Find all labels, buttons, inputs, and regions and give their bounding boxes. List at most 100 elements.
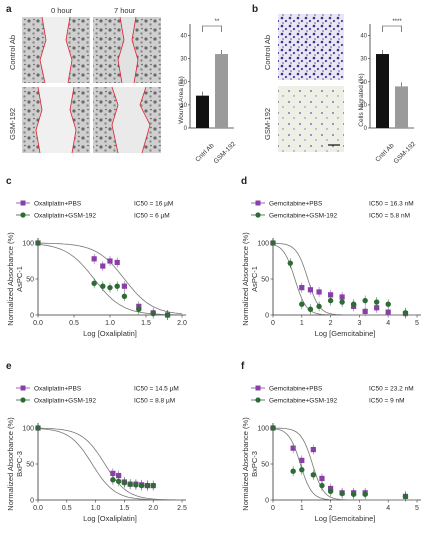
data-point-circle [115,478,122,484]
legend-ic50: IC50 = 6 µM [134,213,170,220]
fit-curve [272,244,417,316]
y-tick-label: 0 [265,498,269,505]
x-tick-label: 5 [415,320,419,327]
significance-bracket [202,25,222,32]
y-axis-label: Normalized Absorbance (%) [6,417,15,511]
y-axis-label-cell-line: AsPC-1 [250,266,259,292]
panel-letter-b: b [252,4,258,15]
y-tick-label: 100 [22,426,34,433]
y-tick-label: 10 [360,103,367,109]
wound-gap [36,87,76,153]
x-tick-label: 1.0 [105,320,115,327]
data-point-circle [100,283,106,289]
data-point-circle [327,297,334,304]
x-tick-label: 3 [357,505,361,512]
legend-series-name: Oxaliplatin+PBS [34,201,82,208]
chart-panel-c: c Oxaliplatin+PBS IC50 = 16 µM Oxaliplatin+… [6,176,187,338]
data-point-circle [350,491,357,497]
x-tick-label: 0.5 [69,320,79,327]
data-point-square [114,259,120,266]
data-point-square [316,289,322,295]
wound-edge-line [35,86,77,154]
y-axis-label: Normalized Absorbance (%) [241,232,250,326]
significance-label: ** [215,19,220,25]
data-point-square [328,292,334,298]
x-tick-label: 4 [386,320,390,327]
data-point-circle [299,301,305,307]
y-tick-label: 40 [180,34,187,40]
fit-curve [273,427,417,501]
data-point-circle [121,293,128,299]
y-tick-label: 50 [261,462,269,469]
legend-series-name: Gemcitabine+GSM-192 [269,213,337,220]
chart-panel-e: e Oxaliplatin+PBS IC50 = 14.5 µM Oxaliplati… [6,361,187,523]
y-tick-label: 50 [26,462,34,469]
significance-label: **** [392,19,402,25]
data-point-circle [402,310,409,316]
data-point-circle [35,425,41,431]
data-point-square [299,457,305,463]
legend-series-name: Gemcitabine+PBS [269,386,323,393]
data-point-circle [121,480,128,486]
y-tick-label: 50 [26,277,34,284]
data-point-circle [144,482,151,489]
data-point-circle [270,240,276,246]
y-axis-label-cell-line: BxPC-3 [15,451,24,477]
data-point-circle [138,482,145,489]
y-tick-label: 100 [257,426,269,433]
fit-curve [37,244,183,316]
bar-label-gsm-192: GSM-192 [393,140,418,165]
data-point-square [362,308,368,314]
x-tick-label: 1.0 [91,505,101,512]
panel-letter-f: f [241,361,245,372]
legend-ic50: IC50 = 23.2 nM [369,386,414,393]
x-tick-label: 4 [386,505,390,512]
row-label-gsm-192-b: GSM-192 [263,108,272,140]
data-point-square [107,258,113,264]
bar-label-gsm-192: GSM-192 [213,140,238,165]
data-point-square [290,445,296,451]
bar-chart-cells-migrated: Cells Migrated (%) Cntrl Ab GSM-192 ****… [358,19,418,165]
legend-marker-circle [20,397,26,403]
y-tick-label: 0 [265,313,269,320]
data-point-square [339,294,345,300]
data-point-square [307,287,314,293]
data-point-circle [136,306,142,312]
legend-series-name: Gemcitabine+GSM-192 [269,398,337,405]
x-tick-label: 0.5 [62,505,72,512]
y-tick-label: 50 [261,277,269,284]
wound-edge-line [117,16,139,84]
x-tick-label: 2 [329,505,333,512]
micrograph-control-migration [278,14,344,80]
x-tick-label: 1 [300,320,304,327]
data-point-square [374,305,380,311]
data-point-square [110,470,116,476]
wound-edge-line [39,16,73,84]
chart-panel-d: d Gemcitabine+PBS IC50 = 16.3 nM Gemcitabin… [241,176,421,338]
data-point-circle [402,493,409,500]
significance-bracket [382,25,402,32]
y-tick-label: 0 [30,498,34,505]
wound-gap [40,17,72,83]
dose-response-charts: c Oxaliplatin+PBS IC50 = 16 µM Oxaliplatin+… [6,176,421,523]
fit-curve [38,242,183,315]
legend-series-name: Gemcitabine+PBS [269,201,323,208]
x-axis-label: Log [Oxaliplatin] [83,329,137,338]
y-tick-label: 40 [360,34,367,40]
legend-marker-circle [255,397,261,403]
data-point-square [116,472,122,479]
y-tick-label: 10 [180,103,187,109]
data-point-circle [350,301,357,307]
bar-chart-wound-area: Wound Area (%) Cntrl Ab GSM-192 ** 01020… [178,19,238,165]
x-axis-label: Log [Gemcitabine] [315,329,376,338]
data-point-circle [270,425,276,431]
y-tick-label: 0 [364,126,368,132]
panel-letter-d: d [241,176,247,187]
col-label-7-hour: 7 hour [114,6,136,15]
x-axis-label: Log [Oxaliplatin] [83,514,137,523]
y-tick-label: 20 [180,80,187,86]
legend-ic50: IC50 = 14.5 µM [134,386,179,393]
x-tick-label: 3 [357,320,361,327]
x-tick-label: 2.0 [148,505,158,512]
data-point-circle [150,310,156,317]
